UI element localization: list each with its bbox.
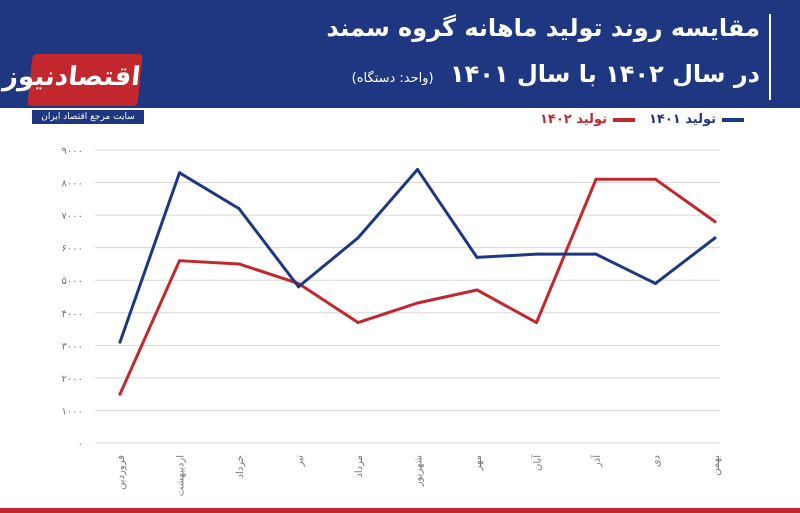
y-tick-label: ۶۰۰۰ [62,244,83,255]
data-point-1401 [713,236,717,240]
x-tick-label: مرداد [354,455,365,478]
y-tick-label: ۹۰۰۰ [62,146,83,157]
x-tick-label: دی [652,455,663,467]
logo-subtitle: سایت مرجع اقتصاد ایران [32,110,144,124]
header-divider [769,14,771,100]
x-tick-label: مهر [473,455,484,471]
data-point-1401 [416,168,419,172]
unit-note: (واحد: دستگاه) [351,71,434,86]
data-point-1402 [356,321,360,325]
chart-title-line2: در سال ۱۴۰۲ با سال ۱۴۰۱ (واحد: دستگاه) [352,60,760,88]
data-point-1401 [118,340,122,344]
data-point-1402 [237,262,241,266]
y-tick-label: ۳۰۰۰ [62,341,83,352]
data-point-1402 [535,321,538,325]
data-point-1401 [178,171,181,175]
x-tick-label: شهریور [414,455,425,487]
x-tick-label: آبان [531,454,544,471]
series-line-1402 [118,177,717,396]
legend-swatch-1401 [722,117,744,122]
y-tick-label: ۲۰۰۰ [62,374,83,385]
legend-item-1401: تولید ۱۴۰۱ [649,112,744,127]
data-point-1401 [535,252,538,256]
data-point-1402 [118,392,122,396]
bottom-accent-bar [0,508,800,513]
chart-title-line2-text: در سال ۱۴۰۲ با سال ۱۴۰۱ [450,60,760,88]
legend-label-1402: تولید ۱۴۰۲ [539,112,607,127]
chart-grid [95,149,720,444]
data-point-1401 [475,255,479,259]
data-point-1402 [654,177,657,181]
x-tick-label: فروردین [116,455,127,490]
data-point-1402 [713,220,717,224]
y-tick-label: ۵۰۰۰ [62,276,83,287]
legend-item-1402: تولید ۱۴۰۲ [540,112,635,127]
chart-title-line1: مقایسه روند تولید ماهانه گروه سمند [326,14,760,42]
data-point-1402 [416,301,419,305]
data-point-1401 [297,285,300,289]
x-tick-label: تیر [295,455,306,468]
legend-swatch-1402 [612,117,635,122]
x-tick-label: آذر [590,454,603,468]
data-point-1402 [475,288,479,292]
chart-series [118,168,717,396]
series-line-1401 [118,168,717,344]
y-tick-label: ۰ [78,439,83,450]
data-point-1401 [356,236,360,240]
legend: تولید ۱۴۰۱ تولید ۱۴۰۲ [540,112,744,127]
data-point-1401 [654,281,657,285]
header-banner: مقایسه روند تولید ماهانه گروه سمند در سا… [0,0,800,108]
data-point-1402 [178,259,181,263]
x-tick-label: اردیبهشت [176,455,187,496]
data-point-1401 [594,252,598,256]
data-point-1401 [237,207,241,211]
x-tick-label: بهمن [711,455,722,476]
x-axis-ticks: فروردین اردیبهشت خرداد تیر مرداد شهریور مهر آبا… [116,454,722,496]
y-tick-label: ۴۰۰۰ [62,309,83,320]
x-tick-label: خرداد [235,455,246,478]
y-tick-label: ۷۰۰۰ [62,211,83,222]
y-axis-ticks: ۰ ۱۰۰۰ ۲۰۰۰ ۳۰۰۰ ۴۰۰۰ ۵۰۰۰ ۶۰۰۰ ۷۰۰۰ ۸۰۰۰ ۹۰۰۰ [62,146,83,450]
y-tick-label: ۱۰۰۰ [62,406,83,417]
legend-label-1401: تولید ۱۴۰۱ [648,112,716,127]
data-point-1402 [594,177,598,181]
y-tick-label: ۸۰۰۰ [62,179,83,190]
